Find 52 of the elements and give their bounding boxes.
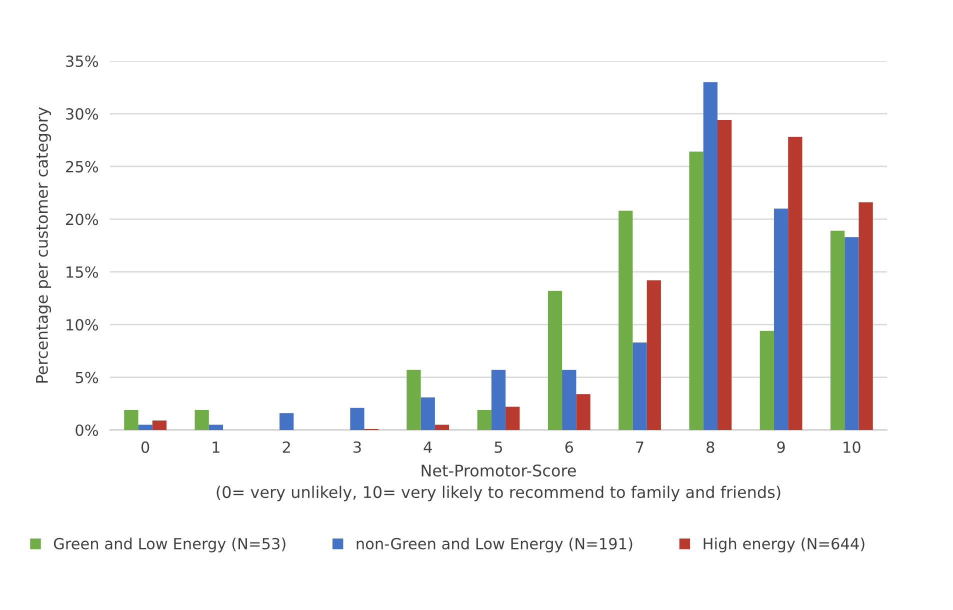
bar bbox=[434, 424, 450, 430]
x-tick-label: 10 bbox=[844, 441, 860, 453]
y-tick-label: 0% bbox=[76, 424, 98, 436]
bar bbox=[788, 136, 802, 430]
bar bbox=[406, 370, 421, 430]
y-tick-label: 20% bbox=[66, 214, 98, 226]
x-tick-label: 6 bbox=[565, 441, 574, 453]
x-tick-label: 7 bbox=[636, 442, 644, 453]
bar bbox=[689, 152, 704, 430]
x-tick-label: 1 bbox=[212, 442, 220, 453]
y-tick-label: 5% bbox=[76, 372, 98, 384]
bar bbox=[548, 290, 562, 430]
bar bbox=[420, 397, 435, 430]
x-tick-label: 3 bbox=[354, 441, 361, 453]
bar bbox=[844, 237, 859, 430]
bar bbox=[208, 424, 224, 430]
bar bbox=[506, 406, 520, 430]
legend-label: non-Green and Low Energy (N=191) bbox=[356, 538, 632, 552]
bar bbox=[576, 394, 590, 430]
x-tick-label: 4 bbox=[424, 442, 432, 453]
bar bbox=[350, 408, 364, 430]
y-tick-label: 25% bbox=[66, 160, 98, 172]
bar bbox=[858, 202, 873, 430]
bar bbox=[152, 420, 167, 430]
bar bbox=[280, 413, 294, 430]
bar bbox=[774, 208, 788, 430]
bar bbox=[646, 280, 661, 430]
y-axis-title: Percentage per customer category bbox=[36, 107, 52, 383]
legend-label: High energy (N=644) bbox=[704, 538, 864, 552]
bar bbox=[703, 82, 718, 430]
y-tick-label: 30% bbox=[66, 108, 98, 120]
bar bbox=[491, 370, 506, 430]
bar bbox=[632, 342, 647, 430]
bar bbox=[477, 410, 492, 430]
y-tick-label: 15% bbox=[66, 266, 98, 278]
x-tick-label: 8 bbox=[706, 441, 714, 453]
x-axis-title: Net-Promotor-Score (0= very unlikely, 10= very likely to recommend to family and friends) bbox=[216, 464, 780, 502]
bar bbox=[618, 210, 633, 430]
bar bbox=[562, 370, 576, 430]
y-tick-label: 35% bbox=[66, 55, 98, 68]
x-tick-label: 0 bbox=[141, 441, 150, 453]
x-tick-label: 5 bbox=[494, 442, 502, 453]
bar bbox=[138, 424, 152, 430]
y-tick-label: 10% bbox=[66, 319, 98, 331]
x-tick-label: 9 bbox=[777, 441, 785, 453]
bar bbox=[760, 330, 774, 430]
x-tick-label: 2 bbox=[282, 441, 290, 453]
bar bbox=[194, 410, 209, 430]
bar bbox=[124, 410, 138, 430]
legend-label: Green and Low Energy (N=53) bbox=[54, 538, 286, 552]
bar bbox=[830, 230, 845, 430]
bar bbox=[717, 120, 732, 430]
